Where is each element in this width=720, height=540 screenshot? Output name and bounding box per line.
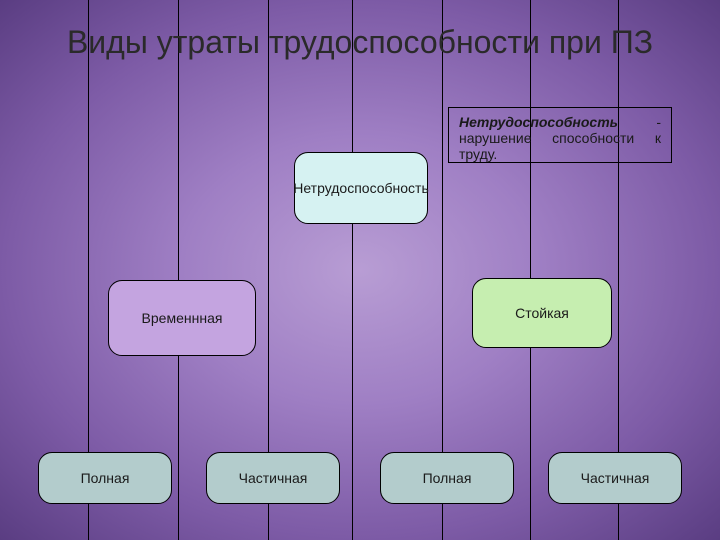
node-full1: Полная	[38, 452, 172, 504]
node-part2: Частичная	[548, 452, 682, 504]
vertical-line	[178, 0, 179, 540]
node-temp: Временнная	[108, 280, 256, 356]
definition-box: Нетрудоспособность - нарушение способнос…	[448, 107, 672, 163]
node-root: Нетрудоспособность	[294, 152, 428, 224]
node-persist: Стойкая	[472, 278, 612, 348]
page-title: Виды утраты трудоспособности при ПЗ	[0, 24, 720, 61]
definition-term: Нетрудоспособность	[459, 114, 618, 130]
vertical-line	[530, 0, 531, 540]
vertical-line	[352, 0, 353, 540]
node-part1: Частичная	[206, 452, 340, 504]
node-full2: Полная	[380, 452, 514, 504]
